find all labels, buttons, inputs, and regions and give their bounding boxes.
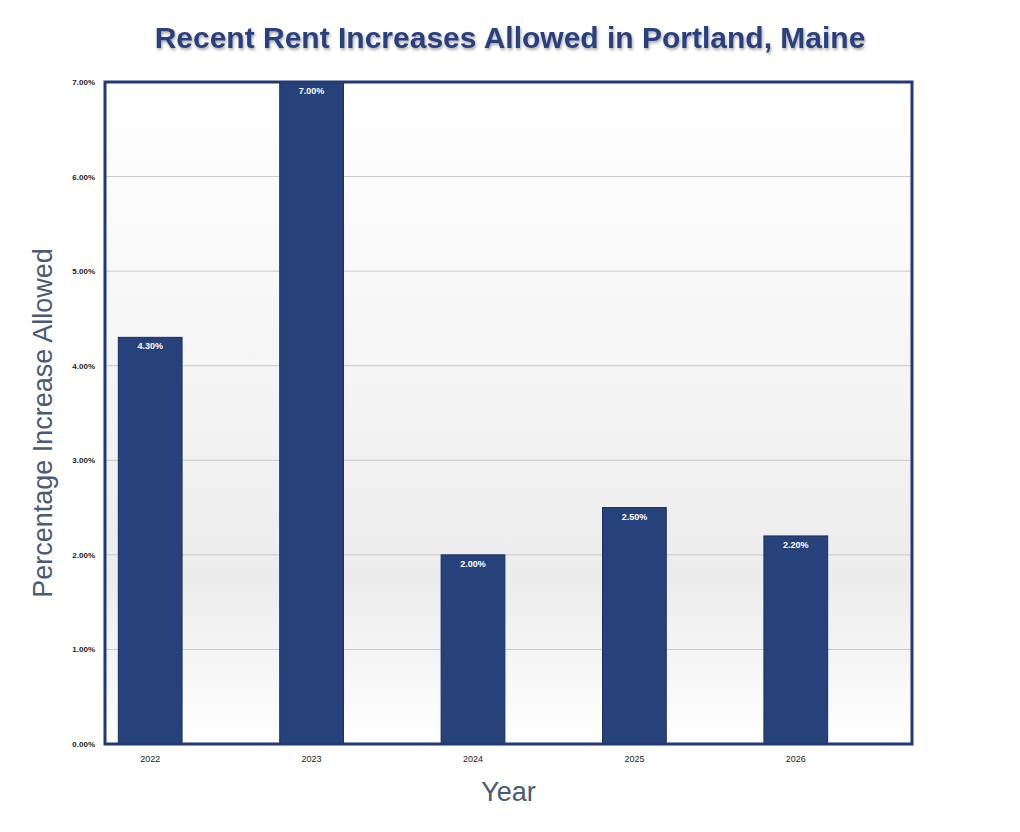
bar [280,82,344,744]
plot-background [105,82,912,744]
data-label: 2.20% [783,540,809,550]
data-label: 4.30% [137,341,163,351]
grid-line [105,365,912,366]
x-axis-title: Year [481,777,536,807]
y-tick-label: 5.00% [72,267,95,276]
bar [603,508,667,744]
x-tick-label: 2026 [786,754,806,764]
x-tick-label: 2025 [624,754,644,764]
plot-frame [105,82,912,744]
bars [118,82,827,744]
data-label: 2.00% [460,559,486,569]
bar [764,536,828,744]
bar [118,337,182,744]
y-tick-label: 0.00% [72,740,95,749]
y-tick-label: 7.00% [72,78,95,87]
x-tick-label: 2022 [140,754,160,764]
data-label: 2.50% [622,512,648,522]
chart-title: Recent Rent Increases Allowed in Portlan… [155,21,866,54]
grid-line [105,460,912,461]
y-tick-label: 3.00% [72,456,95,465]
chart-svg: 0.00% 1.00% 2.00% 3.00% 4.00% 5.00% 6.00% 7.00%… [0,0,1020,832]
y-tick-label: 2.00% [72,551,95,560]
x-tick-label: 2023 [302,754,322,764]
grid-line [105,176,912,177]
y-tick-label: 1.00% [72,645,95,654]
grid-line [105,271,912,272]
data-label: 7.00% [299,86,325,96]
y-axis-title: Percentage Increase Allowed [28,248,58,598]
chart-container: 0.00% 1.00% 2.00% 3.00% 4.00% 5.00% 6.00% 7.00%… [0,0,1020,832]
x-tick-label: 2024 [463,754,483,764]
y-tick-label: 6.00% [72,173,95,182]
y-tick-label: 4.00% [72,362,95,371]
bar [441,555,505,744]
